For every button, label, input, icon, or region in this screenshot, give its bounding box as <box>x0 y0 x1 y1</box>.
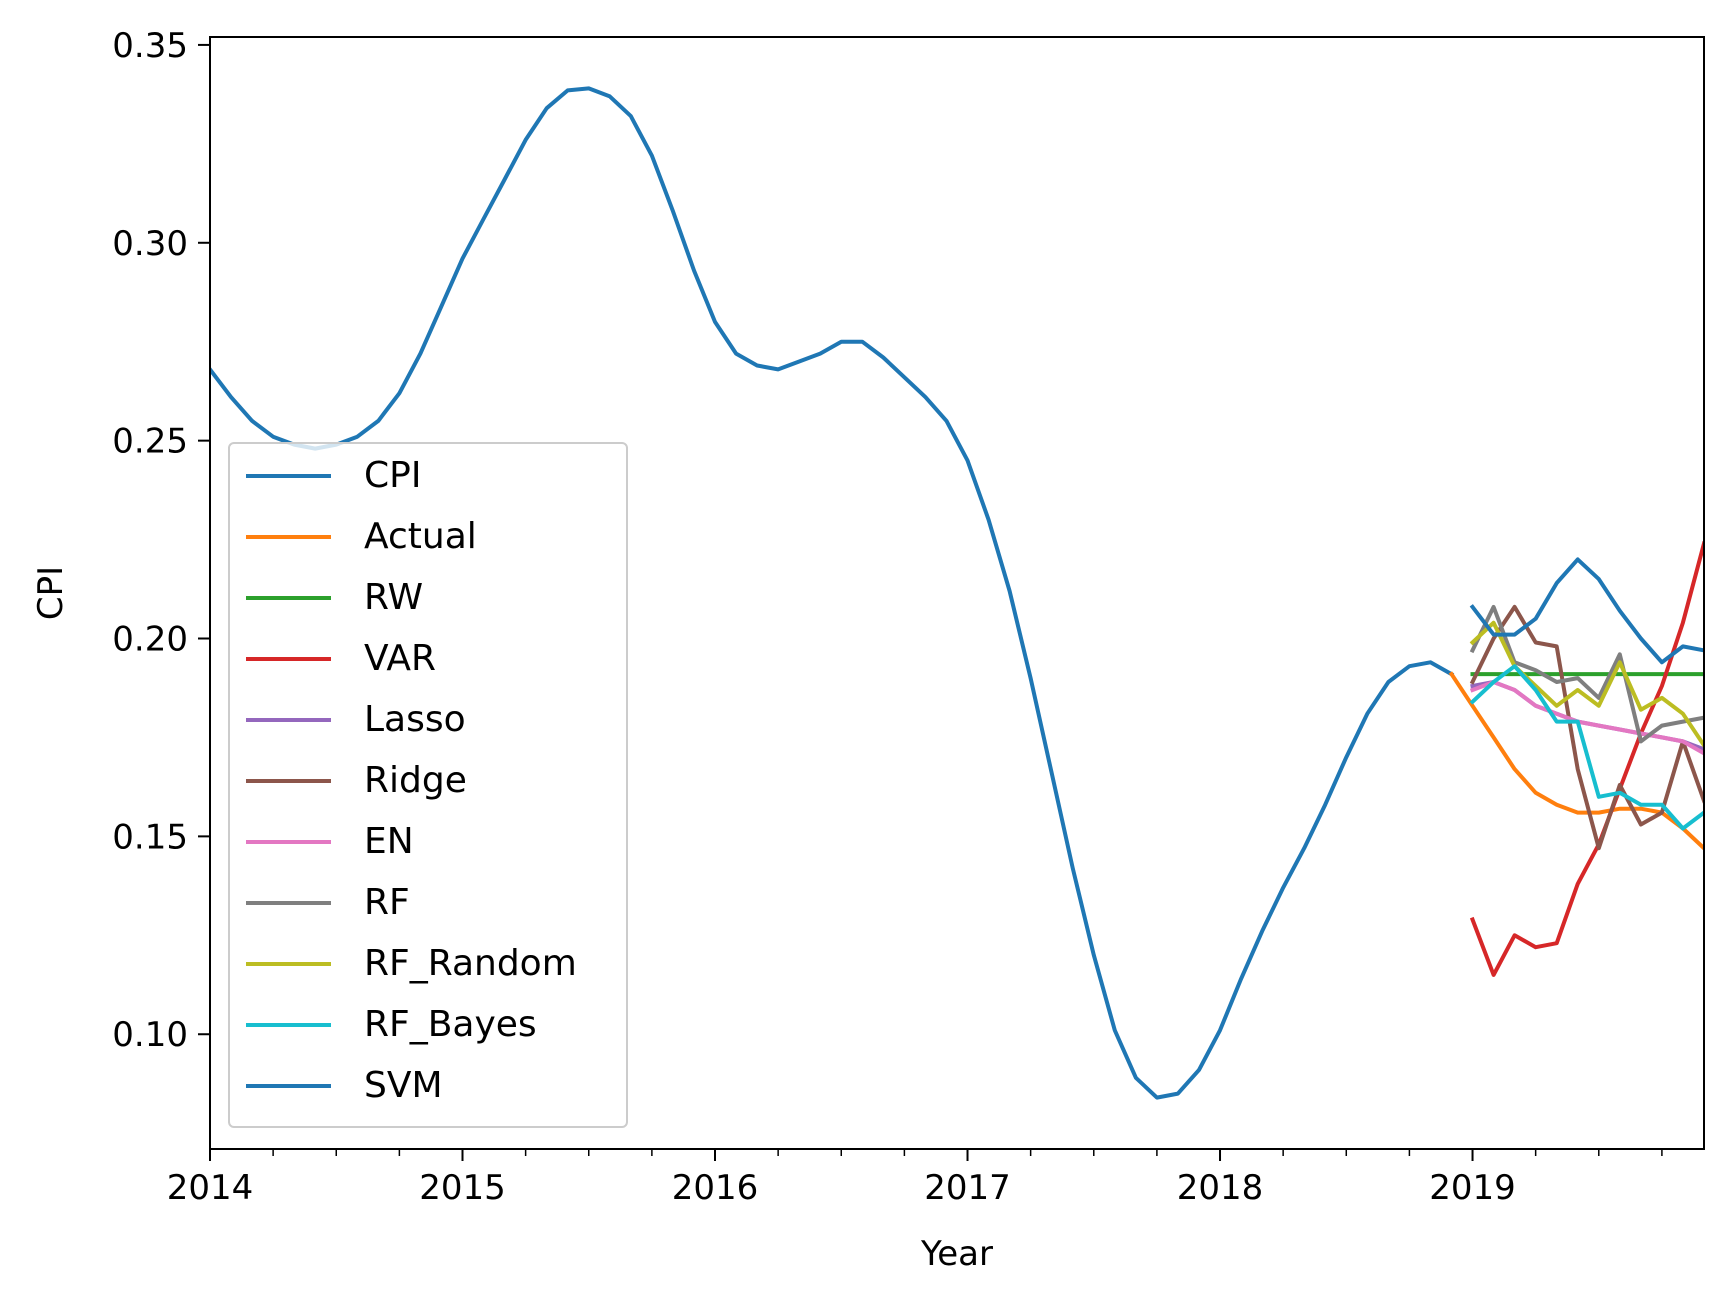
plot-frame <box>209 36 1705 1150</box>
series-line-var <box>1469 541 1704 977</box>
series-line-rf-random <box>1469 620 1704 749</box>
legend-label-ridge: Ridge <box>364 760 467 801</box>
legend-label-rf: RF <box>364 882 410 923</box>
legend-label-rf-random: RF_Random <box>364 943 577 984</box>
series-line-cpi <box>210 86 1455 1100</box>
x-tick-label: 2014 <box>167 1168 254 1208</box>
x-axis: 2014 2015 2016 2017 2018 2019 <box>167 1149 1663 1208</box>
y-tick-label: 0.20 <box>112 620 188 660</box>
legend-label-svm: SVM <box>364 1065 443 1106</box>
y-axis-label: CPI <box>31 566 71 620</box>
y-tick-label: 0.35 <box>112 26 188 66</box>
legend-label-actual: Actual <box>364 516 477 557</box>
x-tick-label: 2015 <box>419 1168 506 1208</box>
legend-label-en: EN <box>364 821 414 862</box>
legend-label-cpi: CPI <box>364 455 421 496</box>
x-tick-label: 2019 <box>1429 1168 1516 1208</box>
series-line-svm <box>1469 557 1704 665</box>
x-tick-label: 2018 <box>1177 1168 1264 1208</box>
x-tick-label: 2017 <box>924 1168 1011 1208</box>
series-line-rf-bayes <box>1469 664 1704 831</box>
legend-label-lasso: Lasso <box>364 699 466 740</box>
legend-label-rf-bayes: RF_Bayes <box>364 1004 537 1045</box>
series-layer <box>210 86 1704 1100</box>
series-line-rf <box>1469 604 1704 744</box>
x-axis-label: Year <box>920 1234 993 1274</box>
legend-label-rw: RW <box>364 577 423 618</box>
x-tick-label: 2016 <box>672 1168 759 1208</box>
y-tick-label: 0.10 <box>112 1015 188 1055</box>
y-axis: 0.10 0.15 0.20 0.25 0.30 0.35 <box>112 26 210 1055</box>
y-tick-label: 0.30 <box>112 224 188 264</box>
legend-box <box>228 442 628 1128</box>
series-line-en <box>1469 680 1704 756</box>
y-tick-label: 0.15 <box>112 817 188 857</box>
y-tick-label: 0.25 <box>112 422 188 462</box>
legend-label-var: VAR <box>364 638 436 679</box>
series-line-ridge <box>1469 604 1704 851</box>
legend: CPI Actual RW VAR Lasso Ridge EN RF RF_Random RF_… <box>228 442 628 1128</box>
